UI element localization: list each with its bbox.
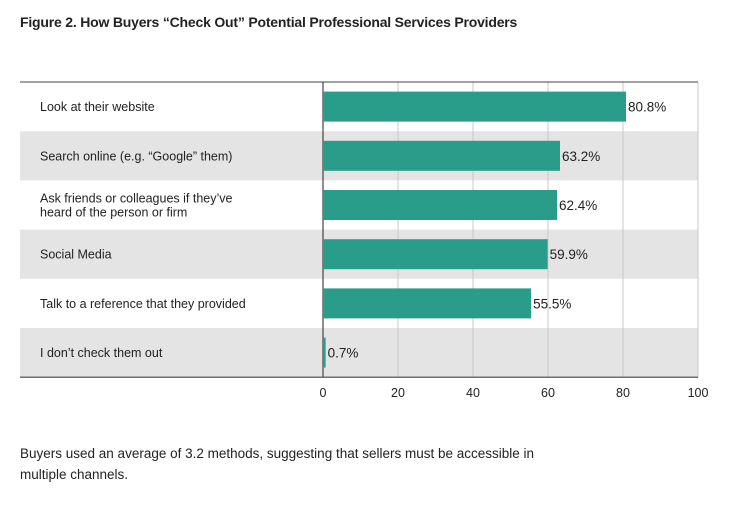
category-label: Search online (e.g. “Google” them): [40, 149, 232, 163]
category-label: Talk to a reference that they provided: [40, 297, 246, 311]
chart-title: Figure 2. How Buyers “Check Out” Potenti…: [20, 14, 518, 30]
bar: [323, 91, 626, 122]
bar: [323, 239, 548, 270]
bar: [323, 190, 557, 220]
value-label: 55.5%: [533, 296, 571, 311]
value-label: 80.8%: [628, 100, 666, 115]
bar: [323, 288, 532, 319]
category-label: Social Media: [40, 248, 112, 262]
x-tick-label: 100: [688, 386, 709, 400]
x-tick-label: 20: [391, 386, 405, 400]
x-tick-label: 80: [616, 386, 630, 400]
x-tick-label: 0: [320, 386, 327, 400]
value-label: 62.4%: [559, 198, 597, 213]
bar: [323, 337, 326, 368]
x-tick-label: 40: [466, 386, 480, 400]
value-label: 0.7%: [328, 346, 359, 361]
x-tick-label: 60: [541, 386, 555, 400]
category-label: Look at their website: [40, 100, 155, 114]
row-band: [20, 328, 698, 378]
value-label: 59.9%: [550, 247, 588, 262]
chart-caption: Buyers used an average of 3.2 methods, s…: [20, 446, 535, 482]
bar-chart: 80.8% Look at their website 63.2% Search on…: [20, 81, 709, 400]
category-label: I don’t check them out: [40, 346, 163, 360]
category-label: Ask friends or colleagues if they’ve hear…: [40, 192, 233, 220]
bar: [323, 140, 560, 171]
value-label: 63.2%: [562, 149, 600, 164]
